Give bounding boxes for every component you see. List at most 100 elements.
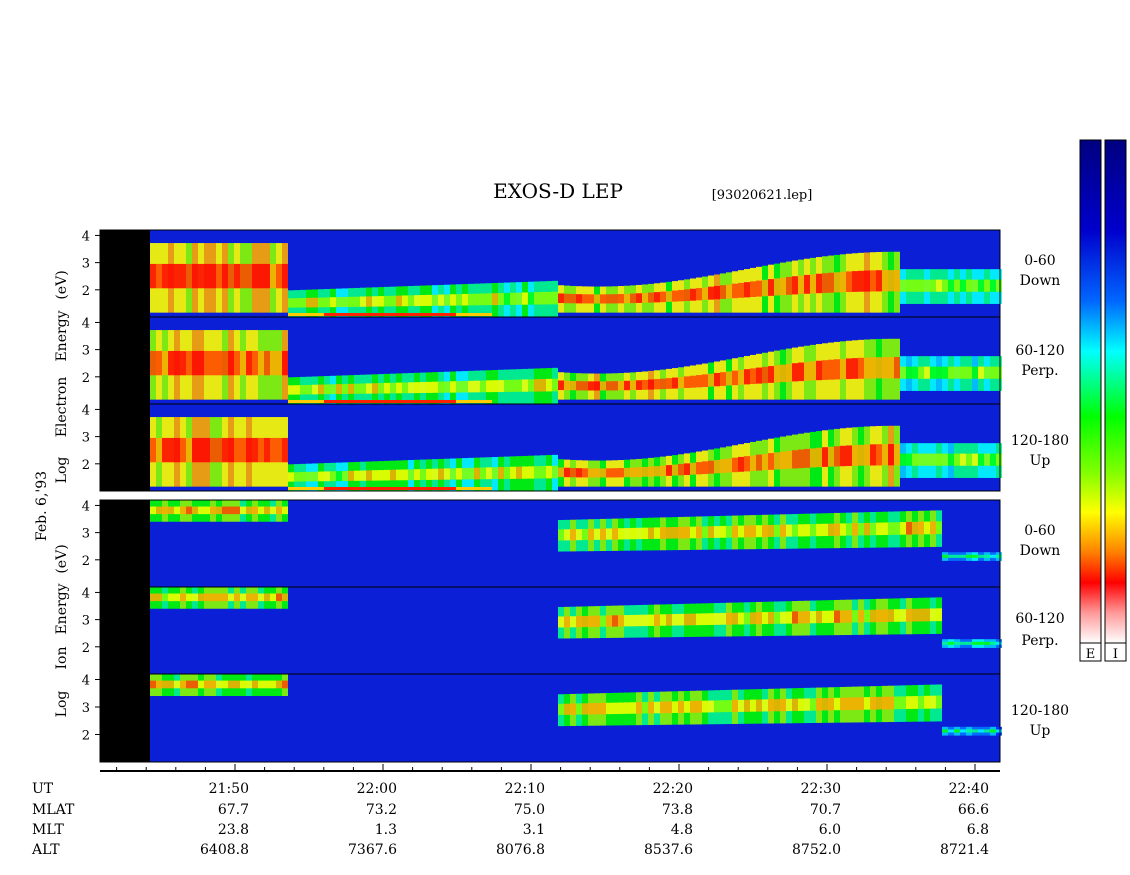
electron-low-energy-band [408, 487, 414, 490]
ion-spectral-core [246, 506, 252, 515]
electron-low-energy-band [408, 313, 414, 316]
electron-spectral-core [192, 437, 198, 463]
ion-spectral-core [930, 608, 936, 622]
axis-value-alt: 8752.0 [792, 842, 841, 858]
electron-spectral-core [150, 263, 156, 289]
ion-spectral-core [774, 611, 780, 624]
ion-spectral-core [912, 696, 918, 709]
electron-spectral-core [402, 382, 408, 394]
electron-low-energy-band [360, 313, 366, 316]
axis-value-ut: 22:00 [357, 781, 397, 797]
electron-spectral-core [804, 448, 810, 468]
electron-spectral-core [372, 296, 378, 307]
electron-spectral-core [204, 350, 210, 376]
pitch-angle-range: 0-60 [1024, 523, 1055, 539]
ion-spectral-core [954, 554, 960, 558]
electron-spectral-core [240, 263, 246, 289]
electron-spectral-core [666, 378, 672, 389]
y-tick-label: 4 [82, 499, 90, 514]
electron-spectral-core [342, 296, 348, 307]
ion-spectral-core [804, 611, 810, 624]
electron-spectral-core [192, 263, 198, 289]
electron-spectral-core [222, 350, 228, 376]
electron-spectral-core [588, 294, 594, 304]
electron-spectral-core [744, 369, 750, 385]
electron-spectral-core [264, 263, 270, 289]
ion-spectral-core [888, 696, 894, 710]
electron-spectral-core [552, 291, 558, 305]
ion-spectral-core [180, 506, 186, 515]
colorbar-electron-label: E [1086, 647, 1096, 662]
electron-low-energy-band [300, 400, 306, 403]
ion-spectral-core [996, 554, 1002, 558]
ion-spectral-core [996, 729, 1002, 733]
electron-spectral-core [678, 289, 684, 302]
ion-spectral-core [564, 529, 570, 541]
ion-spectral-core [234, 593, 240, 602]
electron-spectral-core [804, 274, 810, 294]
ion-spectral-core [672, 614, 678, 626]
axis-value-mlat: 73.8 [662, 802, 693, 818]
electron-spectral-core [162, 350, 168, 376]
ion-spectral-core [198, 680, 204, 689]
electron-spectral-core [552, 378, 558, 392]
electron-spectral-core [318, 297, 324, 308]
electron-spectral-core [930, 279, 936, 292]
electron-spectral-core [756, 454, 762, 471]
electron-spectral-core [210, 437, 216, 463]
ion-spectral-core [192, 593, 198, 602]
electron-spectral-core [900, 279, 906, 292]
ion-spectral-core [654, 701, 660, 714]
electron-spectral-core [252, 350, 258, 376]
axis-value-ut: 22:40 [949, 781, 989, 797]
electron-spectral-core [726, 371, 732, 386]
electron-spectral-core [780, 277, 786, 296]
electron-spectral-core [906, 453, 912, 466]
ion-spectral-core [972, 729, 978, 733]
ion-spectral-core [282, 680, 288, 689]
ion-spectral-core [786, 698, 792, 712]
y-tick-label: 4 [82, 674, 90, 689]
electron-spectral-core [516, 466, 522, 479]
electron-low-energy-band [408, 400, 414, 403]
electron-spectral-core [162, 263, 168, 289]
ion-spectral-core [894, 696, 900, 710]
electron-low-energy-band [402, 400, 408, 403]
electron-spectral-core [744, 456, 750, 472]
electron-spectral-core [540, 378, 546, 392]
ion-spectral-core [588, 528, 594, 540]
electron-spectral-core [474, 380, 480, 393]
electron-spectral-core [954, 279, 960, 292]
electron-low-energy-band [312, 313, 318, 316]
y-tick-label: 4 [82, 316, 90, 331]
ion-spectral-core [840, 523, 846, 536]
ion-spectral-core [150, 680, 156, 689]
ion-spectral-core [762, 525, 768, 538]
electron-spectral-core [930, 366, 936, 379]
electron-spectral-core [336, 384, 342, 395]
electron-spectral-core [918, 366, 924, 379]
electron-spectral-core [618, 381, 624, 391]
electron-panel-2: 2 3 4 [82, 403, 1002, 492]
y-tick-label: 2 [82, 458, 90, 473]
electron-spectral-core [480, 467, 486, 480]
ion-spectral-core [258, 506, 264, 515]
electron-low-energy-band [354, 313, 360, 316]
ion-spectral-core [648, 527, 654, 539]
electron-spectral-core [378, 296, 384, 307]
electron-spectral-core [534, 379, 540, 392]
electron-spectral-core [366, 383, 372, 394]
ion-spectral-core [864, 697, 870, 710]
electron-spectral-core [792, 450, 798, 469]
electron-spectral-core [798, 275, 804, 295]
ion-spectral-core [948, 641, 954, 645]
axis-row-label: UT [32, 781, 54, 797]
electron-low-energy-band [414, 313, 420, 316]
electron-spectral-core [678, 376, 684, 389]
ion-spectral-core [186, 680, 192, 689]
ion-spectral-core [972, 554, 978, 558]
ion-spectral-core [594, 703, 600, 715]
electron-spectral-core [666, 465, 672, 476]
electron-spectral-core [810, 361, 816, 381]
electron-low-energy-band [330, 487, 336, 490]
